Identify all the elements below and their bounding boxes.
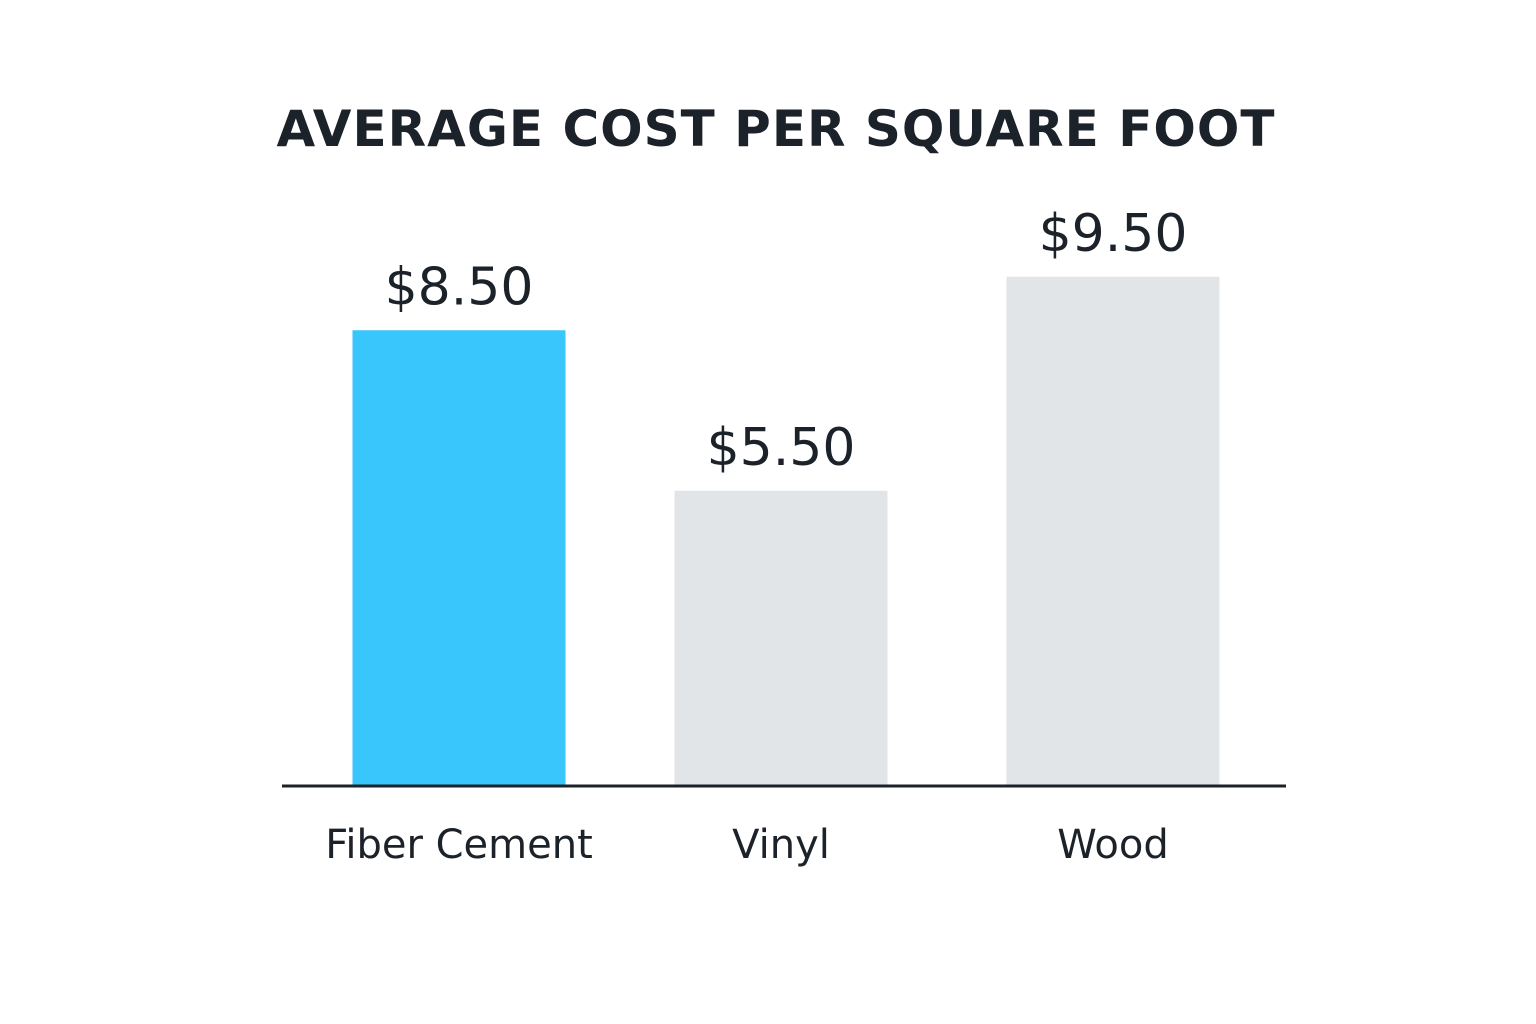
category-label-wood: Wood xyxy=(1057,822,1169,868)
value-label-fiber-cement: $8.50 xyxy=(385,257,534,317)
category-label-fiber-cement: Fiber Cement xyxy=(325,822,593,868)
bar-vinyl xyxy=(674,490,888,785)
value-label-wood: $9.50 xyxy=(1039,204,1188,264)
bars-layer xyxy=(352,276,1220,785)
bar-fiber-cement xyxy=(352,330,566,785)
category-label-vinyl: Vinyl xyxy=(732,822,830,868)
chart-title: AVERAGE COST PER SQUARE FOOT xyxy=(276,100,1276,158)
value-label-vinyl: $5.50 xyxy=(707,418,856,478)
bar-wood xyxy=(1006,276,1220,785)
labels-layer: $8.50 Fiber Cement $5.50 Vinyl $9.50 Wood xyxy=(325,204,1187,868)
